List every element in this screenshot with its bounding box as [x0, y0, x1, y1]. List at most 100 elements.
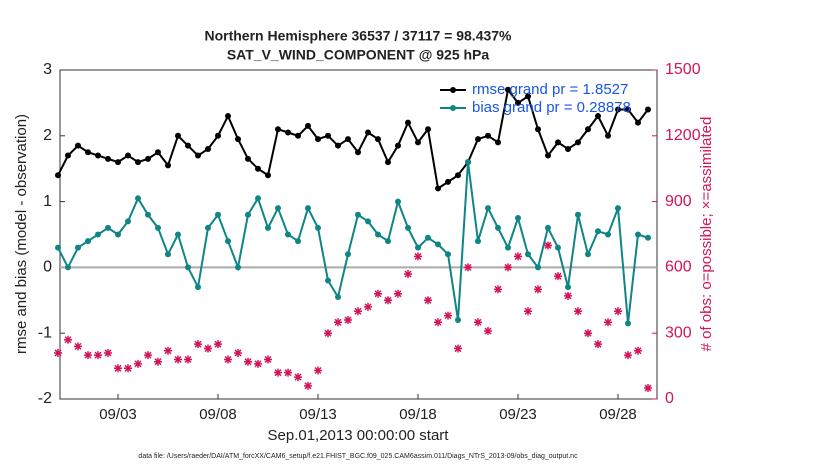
obs-marker	[594, 340, 602, 349]
point	[285, 231, 291, 238]
point	[545, 152, 551, 159]
point	[185, 264, 191, 271]
obs-marker	[624, 351, 632, 360]
obs-marker	[414, 252, 422, 261]
obs-marker	[444, 311, 452, 320]
point	[455, 317, 461, 324]
point	[125, 152, 131, 159]
point	[385, 159, 391, 166]
point	[175, 231, 181, 238]
point	[345, 251, 351, 258]
point	[125, 218, 131, 225]
obs-marker	[104, 348, 112, 357]
obs-marker	[334, 318, 342, 327]
obs-marker	[244, 357, 252, 366]
point	[245, 155, 251, 162]
point	[205, 145, 211, 152]
x-tick-label: 09/23	[499, 406, 537, 423]
obs-marker	[614, 307, 622, 316]
point	[555, 244, 561, 251]
point	[555, 139, 561, 146]
plot-frame	[59, 69, 658, 400]
obs-marker	[324, 329, 332, 338]
point	[325, 132, 331, 139]
obs-marker	[124, 364, 132, 373]
point	[105, 155, 111, 162]
point	[605, 132, 611, 139]
point	[585, 251, 591, 258]
point	[625, 106, 631, 113]
obs-marker	[54, 348, 62, 357]
point	[595, 228, 601, 235]
point	[535, 264, 541, 271]
obs-marker	[214, 340, 222, 349]
point	[505, 244, 511, 251]
point	[365, 129, 371, 136]
point	[195, 284, 201, 291]
y2-tick-label: 300	[665, 324, 692, 341]
obs-marker	[274, 368, 282, 377]
point	[455, 172, 461, 179]
obs-marker	[464, 263, 472, 272]
point	[575, 211, 581, 218]
point	[615, 205, 621, 212]
x-tick-label: 09/18	[399, 406, 437, 423]
point	[295, 132, 301, 139]
point	[585, 126, 591, 133]
obs-marker	[514, 252, 522, 261]
point	[65, 152, 71, 159]
obs-marker	[394, 289, 402, 298]
obs-marker	[284, 368, 292, 377]
point	[445, 251, 451, 258]
obs-marker	[454, 344, 462, 353]
point	[75, 244, 81, 251]
point	[625, 320, 631, 327]
legend-label: bias grand pr = 0.28878	[472, 99, 631, 116]
point	[305, 205, 311, 212]
obs-marker	[644, 384, 652, 393]
obs-marker	[504, 263, 512, 272]
y2-tick-label: 600	[665, 259, 692, 276]
obs-marker	[574, 307, 582, 316]
obs-marker	[584, 329, 592, 338]
obs-marker	[404, 269, 412, 278]
x-tick-label: 09/13	[299, 406, 337, 423]
point	[315, 136, 321, 143]
legend-marker	[450, 105, 456, 111]
point	[235, 264, 241, 271]
point	[525, 251, 531, 258]
obs-marker	[424, 296, 432, 305]
obs-marker	[94, 351, 102, 360]
point	[335, 142, 341, 149]
point	[595, 113, 601, 120]
point	[475, 238, 481, 245]
point	[515, 215, 521, 222]
point	[375, 231, 381, 238]
obs-marker	[374, 289, 382, 298]
point	[335, 294, 341, 301]
point	[505, 86, 511, 93]
point	[155, 149, 161, 156]
point	[225, 113, 231, 120]
y2-axis-label: # of obs: o=possible; ×=assimilated	[698, 117, 715, 352]
point	[95, 231, 101, 238]
obs-marker	[164, 346, 172, 355]
obs-marker	[384, 296, 392, 305]
chart-subtitle: SAT_V_WIND_COMPONENT @ 925 hPa	[227, 47, 490, 63]
point	[485, 205, 491, 212]
point	[145, 155, 151, 162]
point	[315, 224, 321, 231]
legend-label: rmse grand pr = 1.8527	[472, 81, 628, 98]
point	[515, 99, 521, 106]
obs-marker	[264, 355, 272, 364]
point	[255, 195, 261, 202]
point	[85, 149, 91, 156]
point	[235, 136, 241, 143]
point	[565, 145, 571, 152]
point	[445, 178, 451, 185]
obs-marker	[524, 307, 532, 316]
obs-marker	[474, 318, 482, 327]
obs-marker	[184, 355, 192, 364]
obs-marker	[344, 316, 352, 325]
point	[535, 126, 541, 133]
